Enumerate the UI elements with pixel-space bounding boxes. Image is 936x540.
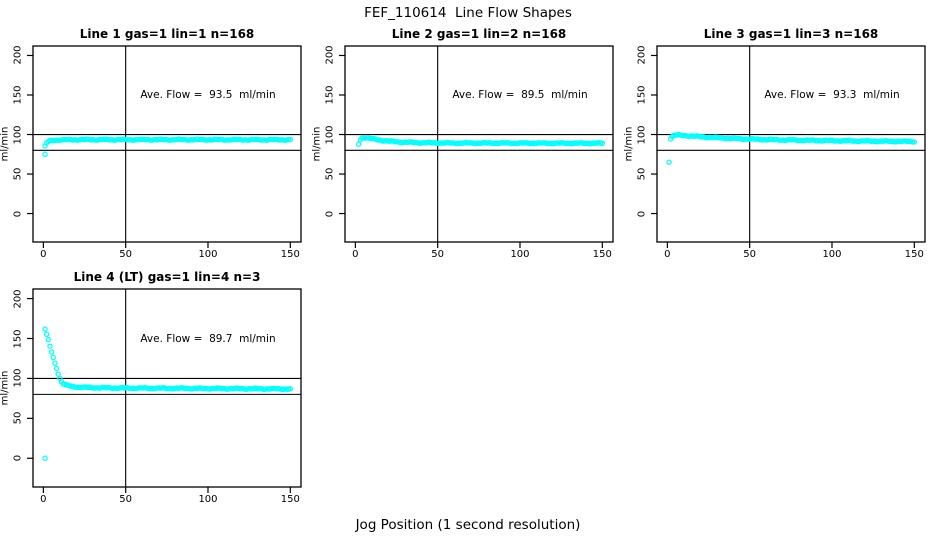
y-tick-label: 50 <box>324 167 336 181</box>
y-tick-label: 200 <box>636 45 648 66</box>
x-tick-label: 0 <box>40 249 47 260</box>
y-tick-label: 100 <box>636 124 648 145</box>
y-tick-label: 150 <box>12 85 24 105</box>
panel-title: Line 4 (LT) gas=1 lin=4 n=3 <box>73 270 261 284</box>
x-tick-label: 100 <box>822 249 842 260</box>
y-tick-label: 150 <box>12 328 24 349</box>
x-tick-label: 50 <box>119 494 133 505</box>
plot-box <box>32 288 302 488</box>
y-tick-label: 50 <box>12 167 24 181</box>
data-point <box>47 343 53 349</box>
data-point <box>599 140 606 147</box>
y-tick-label: 0 <box>12 210 24 217</box>
panel-line-3 <box>651 45 926 248</box>
panel-line-4 <box>27 288 302 493</box>
data-point <box>52 360 58 366</box>
y-tick-label: 0 <box>12 455 24 462</box>
data-point <box>287 385 294 392</box>
x-tick-label: 150 <box>280 249 300 260</box>
data-point <box>55 371 61 377</box>
outlier-point <box>42 151 48 157</box>
x-tick-label: 100 <box>198 249 218 260</box>
y-tick-label: 100 <box>12 368 24 388</box>
x-tick-label: 100 <box>510 249 530 260</box>
y-tick-label: 200 <box>324 45 336 66</box>
data-points <box>42 136 294 157</box>
y-tick-label: 100 <box>324 124 336 145</box>
x-tick-label: 150 <box>592 249 612 260</box>
data-points <box>42 326 294 461</box>
y-axis-label: ml/min <box>0 370 11 406</box>
x-tick-label: 0 <box>664 249 671 260</box>
plot-box <box>32 45 302 243</box>
data-point <box>287 136 294 143</box>
y-tick-label: 150 <box>324 85 336 105</box>
x-tick-label: 150 <box>280 494 300 505</box>
plot-box <box>656 45 926 243</box>
data-point <box>355 141 362 147</box>
x-tick-label: 150 <box>904 249 924 260</box>
ave-flow-annotation: Ave. Flow = 89.7 ml/min <box>140 332 276 345</box>
y-tick-label: 0 <box>324 210 336 217</box>
data-point <box>50 354 56 361</box>
y-axis-label: ml/min <box>623 126 635 162</box>
ave-flow-annotation: Ave. Flow = 89.5 ml/min <box>452 89 588 101</box>
x-tick-label: 0 <box>40 494 47 505</box>
data-point <box>45 336 52 343</box>
panel-title: Line 1 gas=1 lin=1 n=168 <box>79 27 255 41</box>
ave-flow-annotation: Ave. Flow = 93.5 ml/min <box>140 89 276 101</box>
plot-box <box>344 45 614 243</box>
panel-title: Line 3 gas=1 lin=3 n=168 <box>703 27 879 41</box>
y-tick-label: 0 <box>636 210 648 217</box>
outlier-point <box>666 159 672 165</box>
outlier-point <box>42 455 48 461</box>
x-tick-label: 100 <box>198 494 218 505</box>
data-point <box>911 139 918 145</box>
y-axis-label: ml/min <box>0 126 11 162</box>
data-points <box>666 131 918 165</box>
y-tick-label: 50 <box>12 411 24 425</box>
panel-line-1 <box>27 45 302 248</box>
data-point <box>53 365 60 372</box>
data-points <box>355 135 606 147</box>
y-tick-label: 100 <box>12 124 24 145</box>
page-title: FEF_110614 Line Flow Shapes <box>364 5 572 21</box>
data-point <box>42 326 48 332</box>
x-tick-label: 50 <box>119 249 133 260</box>
x-axis-label: Jog Position (1 second resolution) <box>355 517 581 533</box>
y-tick-label: 50 <box>636 167 648 181</box>
panel-title: Line 2 gas=1 lin=2 n=168 <box>391 27 567 41</box>
x-tick-label: 50 <box>743 249 757 260</box>
data-point <box>48 349 55 355</box>
ave-flow-annotation: Ave. Flow = 93.3 ml/min <box>764 89 900 101</box>
y-axis-label: ml/min <box>311 126 323 162</box>
x-tick-label: 0 <box>352 249 359 260</box>
y-tick-label: 200 <box>12 289 24 309</box>
panel-line-2 <box>339 45 614 248</box>
x-tick-label: 50 <box>431 249 445 260</box>
data-point <box>43 331 50 337</box>
y-tick-label: 150 <box>636 85 648 105</box>
y-tick-label: 200 <box>12 45 24 66</box>
